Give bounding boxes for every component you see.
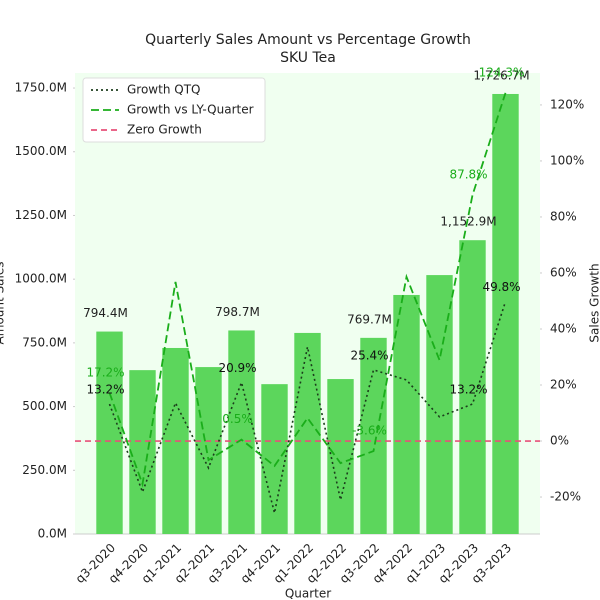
legend-label: Growth QTQ: [127, 83, 200, 97]
y2-tick-label: 100%: [550, 153, 584, 167]
bar-value-label: 1,726.7M: [473, 68, 529, 82]
y2-tick-label: 0%: [550, 434, 569, 448]
line-series: [108, 301, 507, 514]
line-value-label: -3.6%: [352, 424, 387, 438]
bar-value-label: 769.7M: [347, 312, 392, 326]
line-series: [108, 92, 507, 488]
legend-box: [82, 77, 266, 143]
y2-tick-label: 120%: [550, 97, 584, 111]
chart-subtitle: SKU Tea: [280, 50, 336, 66]
bar: [327, 379, 354, 534]
line-value-label: 17.2%: [86, 365, 124, 379]
bar: [195, 367, 222, 534]
y-tick-label: 1250.0M: [15, 208, 67, 222]
bar: [96, 331, 123, 534]
line-value-label: 20.9%: [218, 361, 256, 375]
line-value-label: 13.2%: [449, 383, 487, 397]
y-tick-label: 1000.0M: [15, 272, 67, 286]
line-value-label: 25.4%: [350, 348, 388, 362]
y-tick-label: 750.0M: [22, 335, 67, 349]
line-value-label: 0.5%: [222, 412, 253, 426]
y-tick-label: 0.0M: [38, 527, 67, 541]
y2-tick-label: 20%: [550, 378, 577, 392]
bar: [129, 370, 156, 534]
line-value-label: 87.8%: [449, 168, 487, 182]
line-value-label: 13.2%: [86, 383, 124, 397]
y2-axis-label: Sales Growth: [588, 263, 600, 342]
bar: [294, 332, 321, 534]
line-value-label: 124.3%: [479, 65, 525, 79]
bar: [492, 93, 519, 534]
y2-tick-label: 80%: [550, 209, 577, 223]
bar: [459, 240, 486, 535]
y-tick-label: 1500.0M: [15, 144, 67, 158]
line-value-label: 49.8%: [482, 280, 520, 294]
legend-label: Growth vs LY-Quarter: [127, 103, 254, 117]
legend-label: Zero Growth: [127, 123, 202, 137]
y-tick-label: 500.0M: [22, 399, 67, 413]
y2-tick-label: 60%: [550, 265, 577, 279]
bar-value-label: 1,152.9M: [440, 215, 496, 229]
y-tick-label: 1750.0M: [15, 81, 67, 95]
x-axis-label: Quarter: [285, 587, 331, 600]
bar: [360, 337, 387, 534]
chart-title: Quarterly Sales Amount vs Percentage Gro…: [145, 32, 471, 48]
y2-tick-label: -20%: [550, 490, 581, 504]
bar-value-label: 794.4M: [83, 306, 128, 320]
y2-tick-label: 40%: [550, 321, 577, 335]
bar-value-label: 798.7M: [215, 305, 260, 319]
y-tick-label: 250.0M: [22, 463, 67, 477]
bar: [393, 294, 420, 534]
y-axis-label: Amount Sales: [0, 262, 7, 345]
bar: [228, 330, 255, 534]
